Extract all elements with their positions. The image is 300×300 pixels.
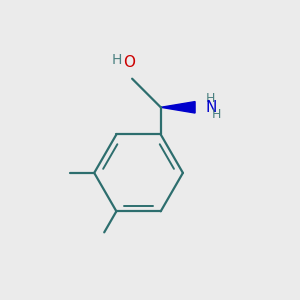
Text: O: O [123, 55, 135, 70]
Text: H: H [206, 92, 215, 105]
Polygon shape [161, 102, 195, 113]
Text: N: N [206, 100, 217, 115]
Text: H: H [212, 108, 221, 121]
Text: H: H [111, 53, 122, 67]
